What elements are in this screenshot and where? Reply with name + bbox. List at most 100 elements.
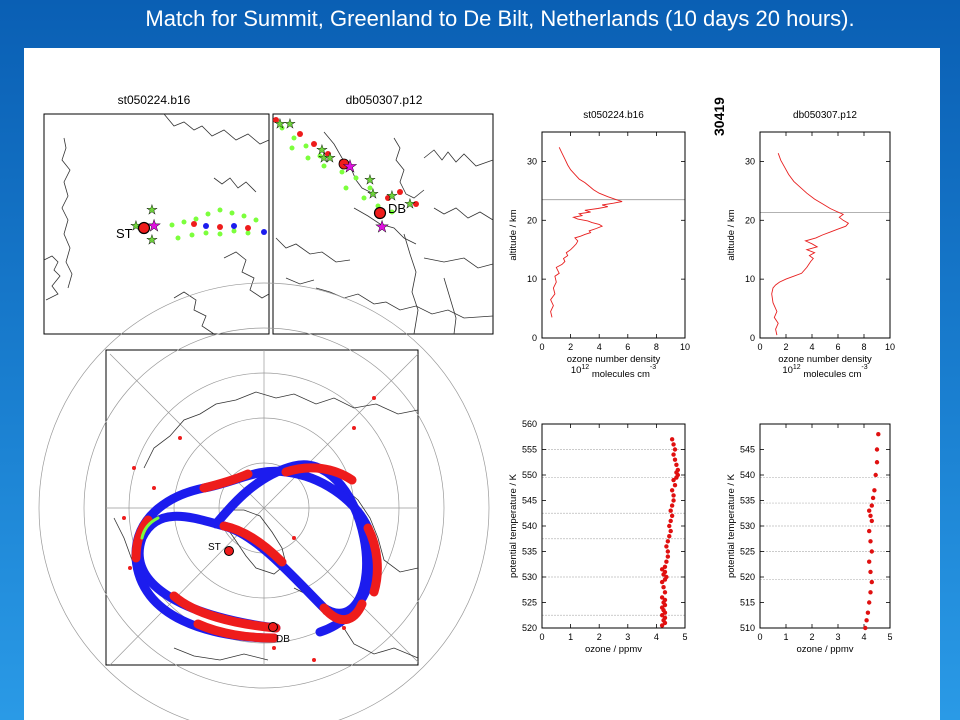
data-point: [870, 495, 876, 501]
svg-text:★: ★: [147, 218, 161, 235]
chart-profile-st: st050224.b16 0 2 4 6 8 10 0 10 20 30 ozone number d…: [508, 110, 690, 380]
data-point: [664, 574, 669, 580]
data-point: [659, 605, 665, 610]
data-point: [661, 585, 666, 590]
data-point: [659, 567, 665, 572]
data-point: [662, 564, 668, 569]
y-tick-label: 525: [522, 598, 537, 608]
x-tick-label: 10: [885, 342, 895, 352]
x-tick-label: 6: [625, 342, 630, 352]
x-axis-label: ozone number density: [778, 354, 872, 365]
y-tick-label: 0: [750, 333, 755, 343]
data-point: [672, 483, 678, 488]
x-axis-unit: 1012 molecules cm-3: [571, 364, 656, 380]
data-point: [867, 528, 872, 534]
data-point: [868, 513, 873, 518]
x-tick-label: 1: [783, 632, 788, 642]
y-tick-label: 525: [740, 547, 755, 557]
chart-profile-db: db050307.p12 0 2 4 6 8 10 0 10 20 30 ozone number d…: [726, 110, 895, 380]
x-tick-label: 2: [809, 632, 814, 642]
x-tick-label: 2: [783, 342, 788, 352]
data-point: [868, 539, 873, 544]
data-point: [669, 437, 675, 442]
plot-frame: [759, 131, 891, 339]
svg-text:★: ★: [364, 172, 376, 187]
svg-text:★: ★: [146, 202, 158, 217]
data-point: [864, 618, 869, 623]
polar-st-label: ST: [208, 542, 221, 553]
x-axis-label: ozone / ppmv: [585, 644, 642, 655]
plot-frame: [541, 131, 686, 339]
data-point: [874, 460, 880, 465]
map-left-trajectory: ★ ★ ★ ★: [130, 202, 267, 247]
x-tick-label: 2: [568, 342, 573, 352]
y-tick-label: 20: [745, 215, 755, 225]
y-tick-label: 555: [522, 445, 537, 455]
svg-text:★: ★: [146, 232, 158, 247]
data-point: [868, 590, 873, 595]
data-point: [659, 595, 665, 600]
x-tick-label: 0: [539, 632, 544, 642]
x-tick-label: 4: [861, 632, 866, 642]
figure-canvas: st050224.b16 ★ ★ ★ ★ ST db050307.p12: [38, 93, 895, 720]
y-tick-label: 30: [745, 156, 755, 166]
x-axis-unit: 1012 molecules cm-3: [782, 364, 867, 380]
x-tick-label: 3: [625, 632, 630, 642]
map-right-db-label: DB: [388, 201, 406, 216]
map-right-coastlines: [275, 131, 494, 335]
data-point: [868, 569, 873, 575]
data-point: [876, 432, 881, 437]
y-tick-label: 520: [522, 623, 537, 633]
x-tick-label: 8: [654, 342, 659, 352]
data-point: [671, 442, 676, 447]
svg-text:★: ★: [367, 186, 379, 201]
data-point: [672, 447, 678, 452]
data-point: [867, 508, 872, 513]
y-axis-label: altitude / km: [508, 209, 519, 260]
map-right-title: db050307.p12: [346, 93, 423, 107]
x-axis-label: ozone / ppmv: [796, 644, 853, 655]
y-tick-label: 560: [522, 419, 537, 429]
content-panel: st050224.b16 ★ ★ ★ ★ ST db050307.p12: [24, 48, 940, 720]
y-tick-label: 545: [522, 496, 537, 506]
y-tick-label: 10: [527, 274, 537, 284]
data-point: [869, 549, 874, 554]
svg-text:★: ★: [274, 116, 286, 131]
x-tick-label: 4: [597, 342, 602, 352]
data-point: [873, 472, 878, 478]
data-point: [671, 493, 676, 498]
y-tick-label: 520: [740, 572, 755, 582]
y-tick-label: 535: [522, 547, 537, 557]
y-tick-label: 20: [527, 215, 537, 225]
polar-db-label: DB: [276, 634, 290, 645]
y-axis-label: altitude / km: [726, 209, 737, 260]
data-point: [662, 590, 668, 595]
x-tick-label: 4: [809, 342, 814, 352]
y-tick-label: 0: [532, 333, 537, 343]
data-point: [671, 452, 676, 457]
y-tick-label: 540: [522, 521, 537, 531]
map-left-st-label: ST: [116, 226, 133, 241]
data-point: [867, 600, 872, 605]
svg-text:★: ★: [342, 157, 357, 176]
x-tick-label: 0: [757, 342, 762, 352]
x-tick-label: 4: [654, 632, 659, 642]
data-point: [662, 569, 668, 575]
map-left-coastlines: [43, 113, 270, 335]
polar-st-marker: [224, 546, 234, 556]
y-tick-label: 30: [527, 156, 537, 166]
data-point: [659, 623, 665, 628]
x-tick-label: 10: [680, 342, 690, 352]
chart-theta-db: 0 1 2 3 4 5 510 515 520 525 530 535 540 545 ozone / pp…: [726, 423, 893, 655]
y-axis-label: potential temperature / K: [508, 473, 519, 578]
data-point: [667, 534, 672, 539]
profile-line: [771, 153, 850, 336]
data-point: [675, 467, 681, 473]
x-tick-label: 3: [835, 632, 840, 642]
x-tick-label: 8: [861, 342, 866, 352]
x-tick-label: 1: [568, 632, 573, 642]
x-tick-label: 5: [682, 632, 687, 642]
y-tick-label: 545: [740, 445, 755, 455]
data-point: [665, 539, 671, 544]
x-tick-label: 0: [539, 342, 544, 352]
